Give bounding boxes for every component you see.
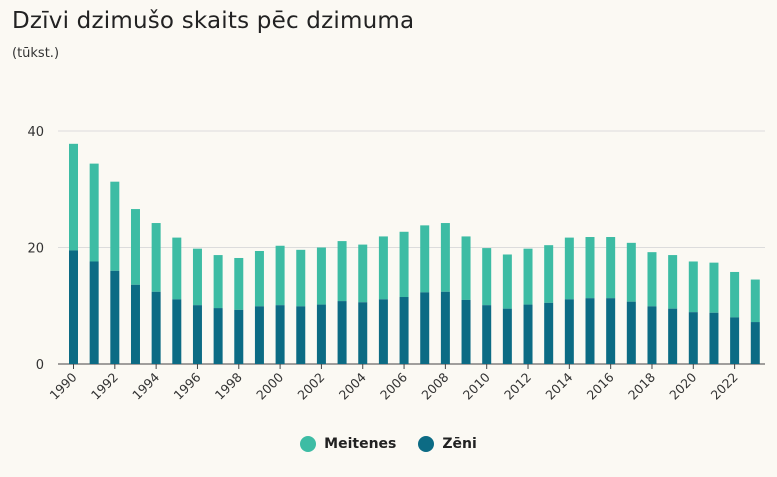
bar-meitenes-2011 xyxy=(502,254,512,309)
bar-zeni-1992 xyxy=(110,270,120,364)
bar-meitenes-2007 xyxy=(420,225,430,293)
bar-meitenes-2004 xyxy=(358,244,368,303)
bar-zeni-2019 xyxy=(668,308,678,364)
bar-meitenes-2016 xyxy=(606,237,616,299)
bar-meitenes-2009 xyxy=(461,236,471,300)
bar-meitenes-2023 xyxy=(750,279,760,323)
legend-swatch-zeni xyxy=(418,436,435,452)
legend-item-meitenes[interactable]: Meitenes xyxy=(300,436,396,452)
bar-zeni-1995 xyxy=(172,299,182,364)
bar-zeni-2020 xyxy=(688,312,698,364)
bar-meitenes-1995 xyxy=(172,237,182,300)
bar-zeni-1991 xyxy=(89,261,99,364)
bar-zeni-2012 xyxy=(523,304,533,364)
bar-zeni-1997 xyxy=(213,308,223,364)
legend-label-meitenes: Meitenes xyxy=(324,436,397,452)
bar-meitenes-2003 xyxy=(337,241,347,302)
bar-zeni-1993 xyxy=(130,284,140,364)
bar-meitenes-2006 xyxy=(399,231,409,298)
bar-zeni-1990 xyxy=(69,250,78,364)
bar-zeni-2011 xyxy=(502,308,512,364)
x-tick-label: 2002 xyxy=(294,370,327,403)
x-tick-label: 1990 xyxy=(47,369,80,402)
bar-zeni-1999 xyxy=(254,306,264,364)
bar-zeni-2013 xyxy=(544,302,554,364)
bar-meitenes-1998 xyxy=(234,257,244,310)
bar-meitenes-2000 xyxy=(275,245,285,306)
bar-meitenes-2008 xyxy=(440,223,450,292)
x-tick-label: 1992 xyxy=(88,370,121,403)
bar-zeni-2018 xyxy=(647,306,657,364)
bar-zeni-2004 xyxy=(358,302,368,364)
bar-zeni-2021 xyxy=(709,312,719,364)
bar-meitenes-2020 xyxy=(688,261,698,313)
bar-zeni-1998 xyxy=(234,309,244,364)
x-tick-label: 1998 xyxy=(212,369,245,402)
bar-zeni-2015 xyxy=(585,298,595,364)
chart-title: Dzīvi dzimušo skaits pēc dzimuma xyxy=(12,8,415,34)
bar-zeni-2000 xyxy=(275,305,285,364)
bar-meitenes-1991 xyxy=(89,163,99,262)
bar-meitenes-1993 xyxy=(130,209,140,285)
bar-zeni-2009 xyxy=(461,299,471,364)
bar-zeni-1996 xyxy=(192,305,202,364)
x-tick-label: 2004 xyxy=(336,369,369,402)
bar-zeni-1994 xyxy=(151,291,161,364)
x-tick-label: 2022 xyxy=(708,370,741,403)
bar-meitenes-2017 xyxy=(626,242,636,302)
legend: Meitenes Zēni xyxy=(0,436,777,452)
bar-meitenes-2015 xyxy=(585,237,595,299)
x-tick-label: 2012 xyxy=(501,370,534,403)
y-tick-label: 20 xyxy=(27,242,44,257)
bar-meitenes-2018 xyxy=(647,252,657,307)
x-tick-label: 2010 xyxy=(460,369,493,402)
bar-zeni-2014 xyxy=(564,299,574,364)
bar-zeni-2010 xyxy=(482,305,492,364)
bar-zeni-2016 xyxy=(606,298,616,364)
bar-meitenes-2010 xyxy=(482,248,492,306)
bar-zeni-2008 xyxy=(440,291,450,364)
bar-meitenes-2005 xyxy=(378,236,388,300)
bar-meitenes-1996 xyxy=(192,248,202,306)
bar-meitenes-1994 xyxy=(151,223,161,292)
legend-swatch-meitenes xyxy=(300,436,317,452)
bar-meitenes-2021 xyxy=(709,262,719,313)
x-tick-label: 2014 xyxy=(542,369,575,402)
bar-zeni-2017 xyxy=(626,301,636,364)
bar-zeni-2005 xyxy=(378,299,388,364)
y-tick-label: 0 xyxy=(36,358,44,373)
y-tick-label: 40 xyxy=(27,125,44,140)
bar-meitenes-2014 xyxy=(564,237,574,300)
bar-zeni-2007 xyxy=(420,292,430,364)
x-tick-label: 2006 xyxy=(377,369,410,402)
bar-meitenes-2012 xyxy=(523,248,533,305)
bar-meitenes-2019 xyxy=(668,255,678,309)
bar-meitenes-1999 xyxy=(254,250,264,307)
x-tick-label: 2018 xyxy=(625,369,658,402)
x-tick-label: 2000 xyxy=(253,369,286,402)
bar-zeni-2001 xyxy=(296,306,306,364)
x-tick-label: 1996 xyxy=(170,369,203,402)
legend-item-zeni[interactable]: Zēni xyxy=(418,436,477,452)
bar-meitenes-2022 xyxy=(730,271,740,318)
bar-meitenes-1997 xyxy=(213,255,223,309)
x-tick-label: 2008 xyxy=(418,369,451,402)
legend-label-zeni: Zēni xyxy=(442,436,477,452)
x-tick-label: 2020 xyxy=(666,369,699,402)
bar-zeni-2002 xyxy=(316,304,326,364)
bar-zeni-2023 xyxy=(750,322,760,364)
bar-meitenes-1990 xyxy=(69,143,78,251)
bar-meitenes-2013 xyxy=(544,245,554,303)
x-tick-label: 2016 xyxy=(584,369,617,402)
bar-zeni-2022 xyxy=(730,317,740,364)
chart-subtitle: (tūkst.) xyxy=(12,46,60,61)
x-tick-label: 1994 xyxy=(129,369,162,402)
bar-meitenes-2001 xyxy=(296,249,306,307)
bar-meitenes-1992 xyxy=(110,181,120,271)
bar-meitenes-2002 xyxy=(316,247,326,305)
bar-zeni-2006 xyxy=(399,297,409,364)
bar-zeni-2003 xyxy=(337,301,347,364)
